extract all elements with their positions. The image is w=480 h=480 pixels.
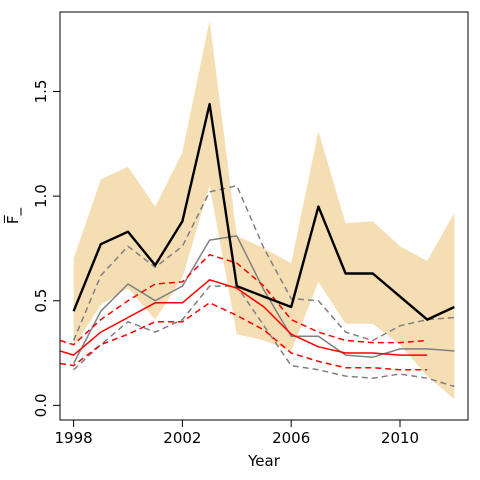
y-tick-label-1.0: 1.0 — [32, 184, 50, 208]
y-axis: 0.0 0.5 1.0 1.5 — [32, 80, 61, 417]
series-line-red-solid-4 — [60, 279, 428, 356]
x-axis: 1998 2002 2006 2010 — [55, 419, 454, 447]
y-tick-label-0.0: 0.0 — [32, 393, 50, 417]
series-line-red-dashed-5 — [60, 253, 428, 346]
series-line-gray-solid-1 — [72, 235, 455, 364]
x-tick-label-2002: 2002 — [163, 429, 201, 447]
x-tick-label-2006: 2006 — [272, 429, 310, 447]
series-layer — [60, 102, 455, 388]
y-tick-label-1.5: 1.5 — [32, 80, 50, 104]
series-line-gray-dashed-2 — [72, 184, 455, 342]
y-tick-label-0.5: 0.5 — [32, 289, 50, 313]
x-axis-label: Year — [247, 452, 281, 470]
confidence-band — [73, 20, 455, 400]
x-tick-label-1998: 1998 — [55, 429, 93, 447]
y-axis-label: F̅_ — [3, 207, 23, 224]
series-line-black-solid-0 — [72, 102, 455, 321]
series-line-gray-dashed-3 — [73, 285, 455, 388]
confidence-band-layer — [73, 20, 455, 400]
x-tick-label-2010: 2010 — [381, 429, 419, 447]
